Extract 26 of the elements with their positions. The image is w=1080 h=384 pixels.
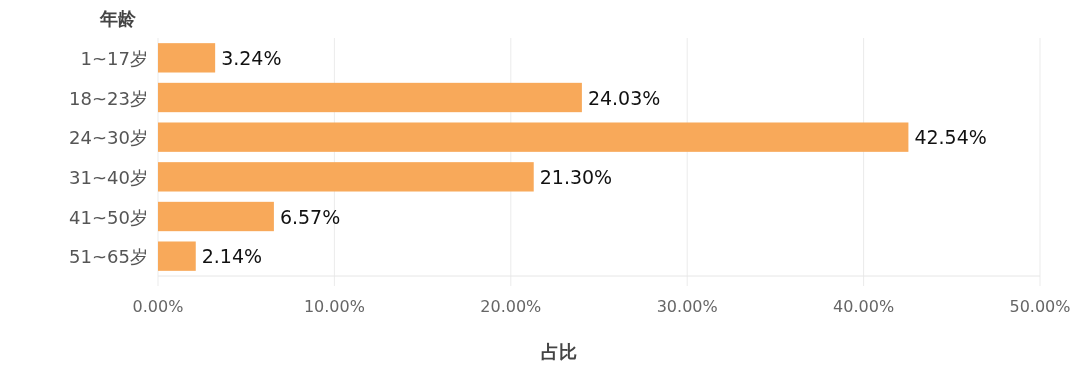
data-label: 6.57% xyxy=(279,205,341,228)
y-tick-label: 31~40岁 xyxy=(69,166,148,188)
y-tick-label: 24~30岁 xyxy=(69,127,148,149)
data-label: 21.30% xyxy=(539,165,613,188)
bar xyxy=(158,82,582,113)
x-tick-label: 0.00% xyxy=(132,297,184,316)
bar xyxy=(158,162,534,192)
y-tick-label: 51~65岁 xyxy=(69,246,148,268)
data-label: 42.54% xyxy=(914,126,987,149)
x-tick-label: 30.00% xyxy=(656,297,718,316)
x-tick-label: 20.00% xyxy=(480,297,542,316)
data-label: 2.14% xyxy=(201,245,263,268)
data-label: 24.03% xyxy=(587,86,661,109)
y-tick-label: 18~23岁 xyxy=(69,87,148,109)
x-axis-title: 占比 xyxy=(541,341,577,362)
y-tick-label: 1~17岁 xyxy=(80,47,148,69)
bar xyxy=(158,241,196,271)
x-tick-label: 40.00% xyxy=(833,297,895,316)
data-label: 3.24% xyxy=(221,46,282,69)
bar xyxy=(158,43,216,73)
y-axis-title: 年龄 xyxy=(99,8,137,29)
bar xyxy=(158,201,274,232)
bar xyxy=(158,122,909,152)
y-tick-label: 41~50岁 xyxy=(69,206,148,228)
x-tick-label: 50.00% xyxy=(1009,297,1071,316)
x-tick-label: 10.00% xyxy=(303,297,365,316)
